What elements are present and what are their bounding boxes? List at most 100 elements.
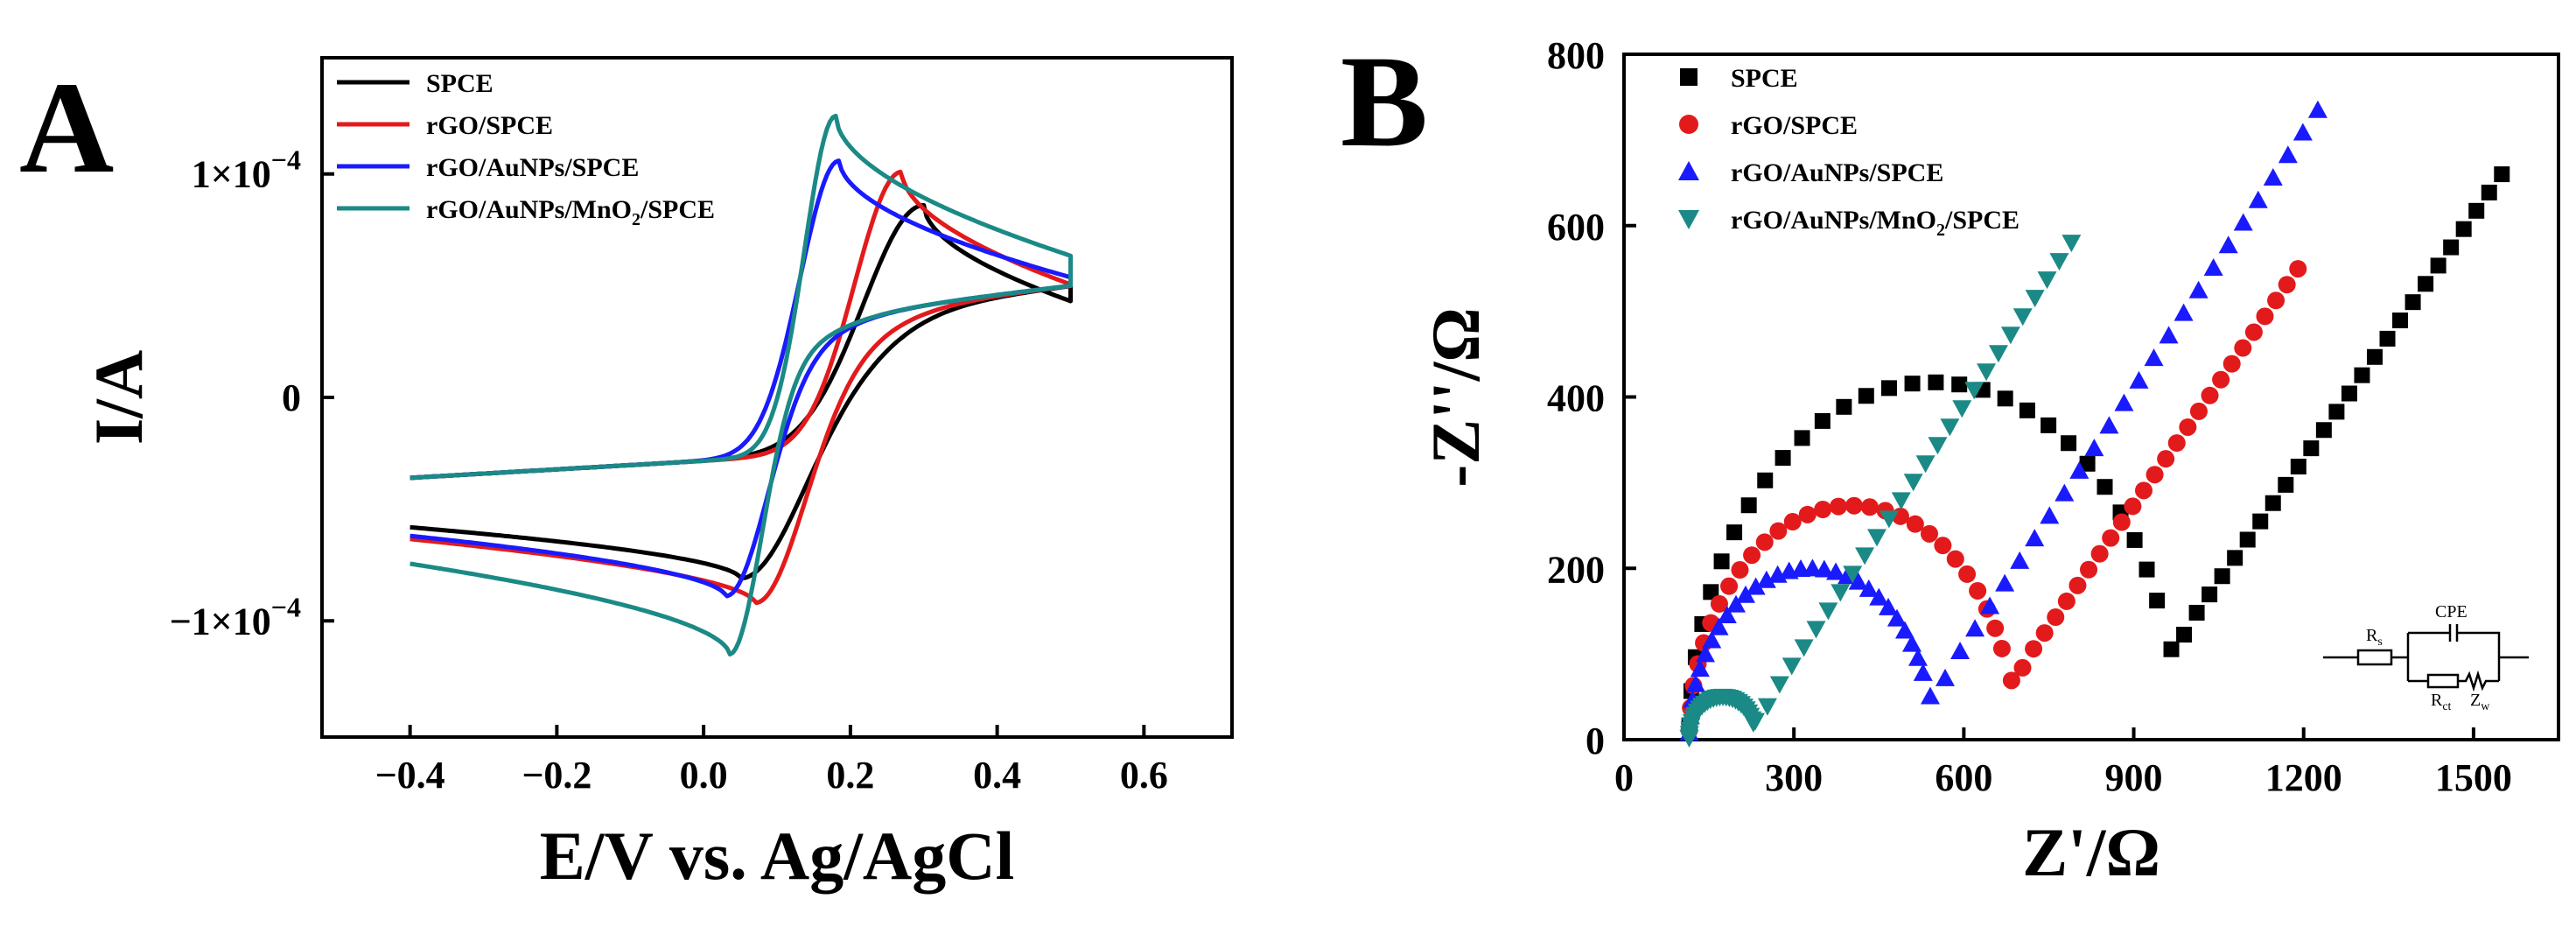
data-point bbox=[2244, 323, 2263, 341]
data-point bbox=[2481, 184, 2497, 200]
legend-marker-spce bbox=[1680, 68, 1698, 86]
data-point bbox=[1685, 674, 1705, 692]
panel-b-plot: 0 300 600 900 1200 1500 0 200 400 600 800 Z'/Ω -Z''/… bbox=[1418, 34, 2560, 890]
data-point bbox=[1950, 641, 1970, 659]
data-point bbox=[1902, 634, 1922, 652]
zw-label: Zw bbox=[2470, 691, 2490, 713]
data-point bbox=[2057, 592, 2076, 610]
cv-curve-rgo-aunps-mno2-spce bbox=[410, 113, 1073, 657]
data-point bbox=[2126, 531, 2143, 548]
data-point bbox=[2099, 416, 2119, 434]
data-point bbox=[2354, 367, 2370, 383]
data-point bbox=[1794, 639, 1814, 657]
data-point bbox=[1908, 648, 1928, 666]
data-point bbox=[2144, 348, 2164, 367]
data-point bbox=[1830, 497, 1848, 516]
x-tick-label-a: 0.0 bbox=[680, 754, 728, 797]
data-point bbox=[2430, 257, 2446, 274]
data-point bbox=[1894, 621, 1914, 639]
x-tick-label-a: 0.4 bbox=[973, 754, 1021, 797]
data-point bbox=[1757, 472, 1774, 488]
data-point bbox=[1903, 474, 1923, 492]
data-point bbox=[2159, 326, 2179, 344]
data-point bbox=[1958, 565, 1977, 583]
data-point bbox=[1814, 559, 1834, 578]
data-point bbox=[1946, 550, 1964, 568]
data-point bbox=[1794, 430, 1810, 446]
data-point bbox=[2202, 586, 2218, 603]
data-point bbox=[1774, 450, 1791, 467]
data-point bbox=[1746, 713, 1766, 731]
data-point bbox=[1880, 380, 1897, 397]
data-point bbox=[1806, 621, 1826, 639]
data-point bbox=[2019, 402, 2035, 418]
data-point bbox=[1726, 594, 1746, 613]
y-tick-label-b: 400 bbox=[1547, 377, 1605, 420]
data-point bbox=[2267, 291, 2286, 310]
legend-label-rgo-aunps-mno2-spce: rGO/AuNPs/MnO2/SPCE bbox=[426, 195, 715, 229]
data-point bbox=[1992, 639, 2011, 657]
data-point bbox=[2188, 604, 2205, 621]
x-tick-label-b: 1500 bbox=[2435, 756, 2512, 799]
cv-curve-rgo-aunps-spce bbox=[410, 158, 1073, 599]
data-point bbox=[2167, 434, 2186, 453]
data-point bbox=[1921, 524, 1939, 543]
data-point bbox=[1928, 374, 1944, 390]
data-point bbox=[2248, 190, 2268, 208]
rct-label: Rct bbox=[2431, 691, 2452, 713]
data-point bbox=[2290, 459, 2306, 475]
data-point bbox=[1879, 597, 1899, 615]
data-point bbox=[2188, 280, 2208, 298]
panel-b-letter: B bbox=[1340, 29, 1428, 174]
data-point bbox=[2146, 466, 2164, 484]
legend-label-rgo-spce: rGO/SPCE bbox=[426, 111, 553, 140]
data-point bbox=[2233, 213, 2253, 231]
data-point bbox=[1855, 547, 1875, 565]
data-point bbox=[1743, 546, 1761, 565]
data-point bbox=[2212, 370, 2230, 389]
data-point bbox=[2035, 624, 2054, 643]
data-point bbox=[2062, 235, 2082, 253]
data-point bbox=[2256, 307, 2274, 326]
data-point bbox=[1717, 605, 1737, 623]
cpe-label: CPE bbox=[2435, 602, 2468, 622]
data-point bbox=[1830, 584, 1851, 602]
data-point bbox=[2025, 640, 2043, 658]
data-point bbox=[2040, 417, 2057, 433]
data-point bbox=[2079, 455, 2096, 472]
rct-resistor-icon bbox=[2426, 673, 2460, 689]
plot-frame-b bbox=[1622, 53, 2560, 741]
data-point bbox=[1891, 492, 1911, 510]
data-point bbox=[1709, 617, 1729, 636]
x-tick-label-b: 900 bbox=[2105, 756, 2163, 799]
data-point bbox=[2084, 439, 2104, 457]
data-point bbox=[2013, 658, 2032, 677]
data-point bbox=[2278, 276, 2296, 294]
data-point bbox=[1952, 400, 1972, 418]
data-point bbox=[2025, 290, 2045, 308]
data-point bbox=[1726, 524, 1743, 541]
data-point bbox=[1720, 577, 1739, 595]
data-point bbox=[1969, 581, 1987, 600]
legend-label-spce: SPCE bbox=[426, 69, 494, 98]
data-point bbox=[2307, 100, 2328, 118]
data-point bbox=[1920, 686, 1940, 705]
data-point bbox=[1696, 644, 1716, 663]
data-point bbox=[2049, 253, 2069, 271]
data-point bbox=[1869, 587, 1889, 606]
data-point bbox=[1755, 533, 1774, 551]
data-point bbox=[2263, 168, 2283, 186]
data-point bbox=[1802, 558, 1823, 577]
data-point bbox=[2189, 402, 2208, 420]
data-point bbox=[1713, 553, 1730, 570]
data-point bbox=[2080, 560, 2098, 579]
data-point bbox=[2134, 481, 2152, 500]
data-point bbox=[1814, 412, 1830, 429]
data-point bbox=[1757, 698, 1777, 716]
data-point bbox=[1690, 659, 1710, 678]
data-point bbox=[1964, 382, 1984, 400]
rs-label: Rs bbox=[2366, 626, 2383, 649]
data-point bbox=[1703, 584, 1719, 600]
data-point bbox=[1710, 594, 1728, 613]
data-point bbox=[2012, 308, 2033, 327]
